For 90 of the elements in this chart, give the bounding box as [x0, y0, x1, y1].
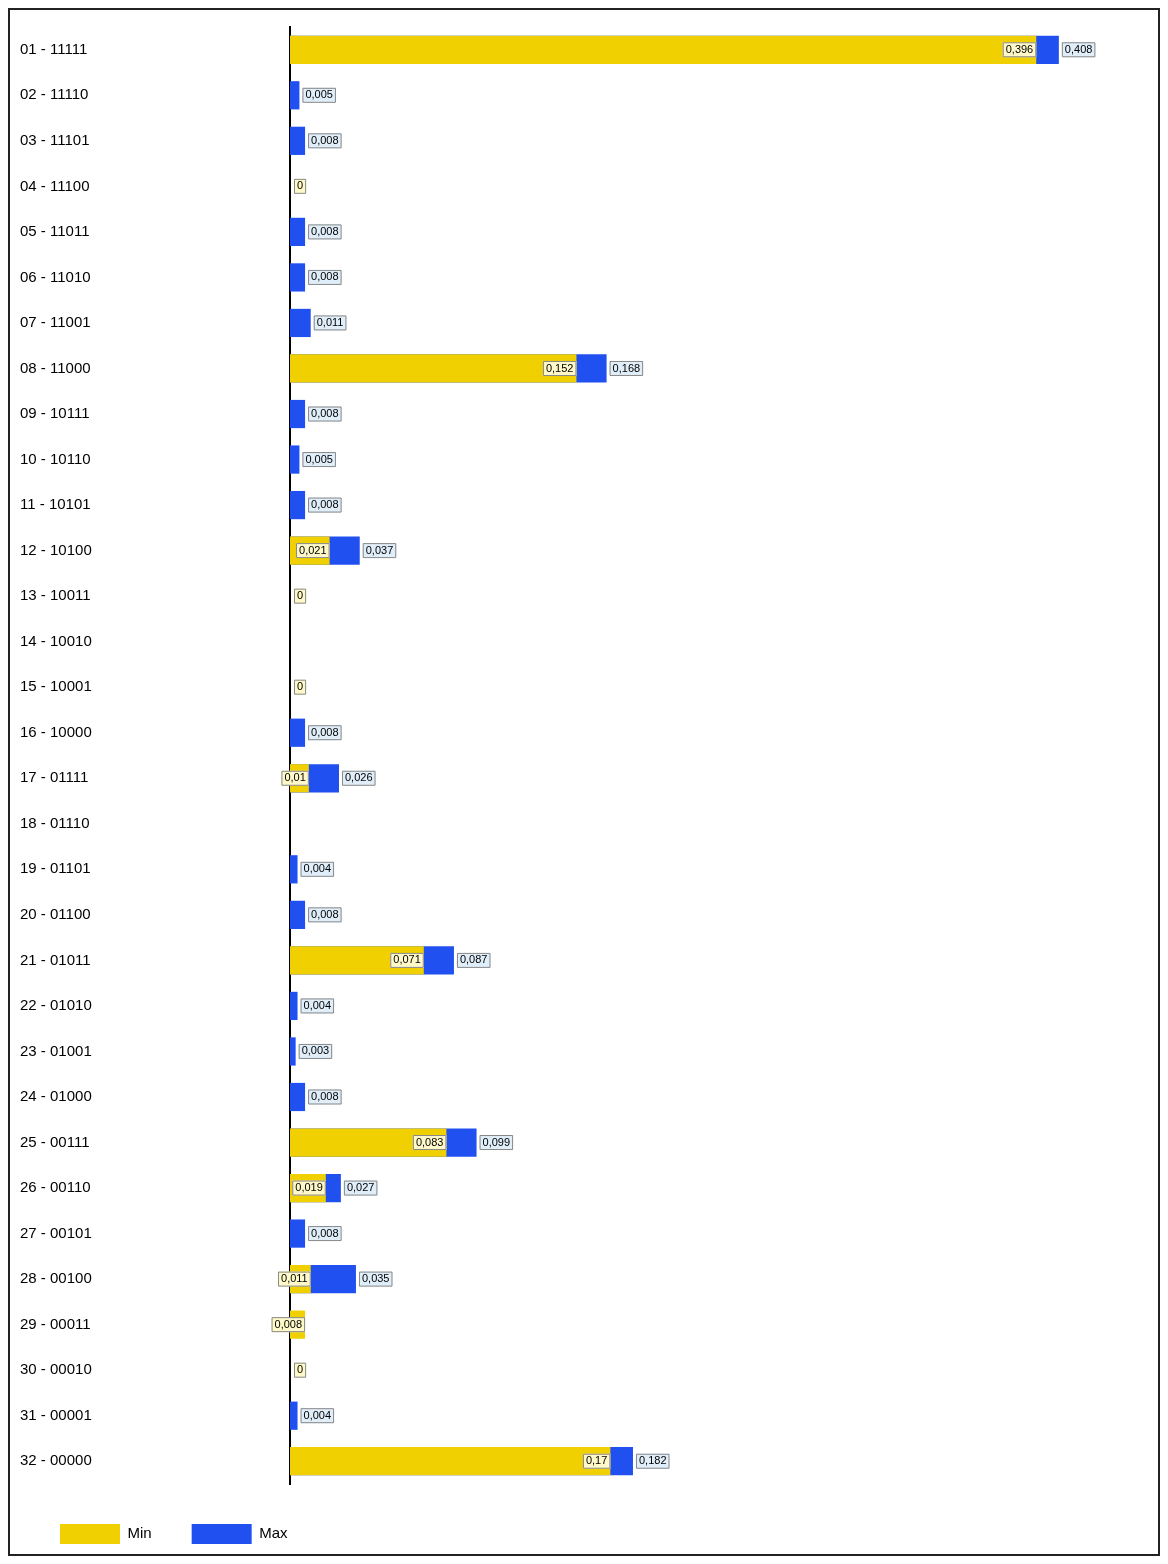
y-tick-label: 16 - 10000 — [20, 722, 92, 740]
y-tick-label: 03 - 11101 — [20, 130, 90, 148]
y-tick-label: 08 - 11000 — [20, 358, 91, 376]
bar — [290, 126, 306, 155]
y-tick-label: 23 - 01001 — [20, 1041, 92, 1059]
bar — [290, 855, 298, 884]
y-tick-label: 32 - 00000 — [20, 1451, 92, 1469]
data-label: 0,008 — [311, 270, 339, 283]
data-label: 0,008 — [311, 224, 339, 237]
data-label: 0,099 — [482, 1135, 511, 1148]
data-label: 0,087 — [459, 953, 488, 966]
bar — [290, 490, 306, 520]
y-tick-label: 25 - 00111 — [20, 1132, 90, 1150]
data-label: 0,004 — [303, 862, 332, 875]
y-tick-label: 05 - 11011 — [20, 222, 90, 240]
data-label: 0,396 — [1005, 42, 1034, 55]
data-label: 0,035 — [361, 1272, 390, 1285]
bar — [290, 1401, 298, 1430]
data-label: 0,011 — [281, 1272, 308, 1285]
bar — [290, 1037, 296, 1066]
data-label: 0,021 — [299, 543, 327, 556]
y-tick-label: 18 - 01110 — [20, 813, 90, 831]
y-tick-label: 22 - 01010 — [20, 996, 92, 1014]
data-label: 0,17 — [585, 1454, 608, 1467]
y-tick-label: 07 - 11001 — [20, 313, 91, 331]
data-label: 0,408 — [1064, 42, 1093, 55]
data-label: 0,008 — [311, 1090, 339, 1103]
y-tick-label: 27 - 00101 — [20, 1223, 92, 1241]
y-tick-label: 20 - 01100 — [20, 905, 91, 922]
bar — [290, 1082, 306, 1112]
data-label: 0,027 — [346, 1181, 375, 1194]
y-tick-label: 11 - 10101 — [20, 495, 91, 513]
y-tick-label: 14 - 10010 — [20, 631, 92, 649]
y-tick-label: 10 - 10110 — [20, 449, 91, 467]
data-label: 0 — [297, 1363, 304, 1376]
y-tick-label: 15 - 10001 — [20, 677, 92, 695]
data-label: 0,008 — [311, 907, 339, 920]
data-label: 0,019 — [295, 1181, 323, 1194]
data-label: 0,168 — [612, 361, 641, 374]
y-tick-label: 19 - 01101 — [20, 859, 91, 877]
y-tick-label: 29 - 00011 — [20, 1314, 91, 1332]
y-tick-label: 04 - 11100 — [20, 176, 90, 194]
data-label: 0,152 — [545, 361, 574, 374]
y-tick-label: 13 - 10011 — [20, 586, 91, 604]
bar — [290, 308, 311, 338]
y-tick-label: 06 - 11010 — [20, 267, 91, 285]
bar — [290, 399, 306, 429]
data-label: 0,01 — [284, 771, 306, 784]
data-label: 0,008 — [311, 725, 339, 738]
bar — [290, 217, 306, 247]
y-tick-label: 12 - 10100 — [20, 540, 92, 558]
y-tick-label: 26 - 00110 — [20, 1178, 91, 1196]
data-label: 0,037 — [365, 543, 394, 556]
data-label: 0,004 — [303, 998, 332, 1011]
data-label: 0,004 — [303, 1408, 332, 1421]
bar — [290, 445, 300, 474]
y-tick-label: 31 - 00001 — [20, 1405, 92, 1423]
bar — [290, 1219, 306, 1248]
data-label: 0 — [297, 179, 304, 192]
y-tick-label: 17 - 01111 — [20, 768, 89, 786]
bar — [290, 263, 306, 292]
legend-label: Min — [127, 1524, 152, 1542]
bar — [290, 718, 306, 747]
y-tick-label: 09 - 10111 — [20, 404, 90, 422]
bar — [290, 81, 300, 110]
data-label: 0 — [297, 589, 304, 602]
data-label: 0,008 — [274, 1317, 303, 1330]
data-label: 0,026 — [345, 771, 373, 784]
data-label: 0,005 — [305, 88, 333, 101]
y-tick-label: 24 - 01000 — [20, 1087, 92, 1105]
bar — [290, 991, 298, 1021]
y-tick-label: 21 - 01011 — [20, 950, 91, 968]
data-label: 0,083 — [415, 1135, 444, 1148]
y-tick-label: 28 - 00100 — [20, 1269, 92, 1287]
data-label: 0,008 — [311, 498, 339, 511]
data-label: 0,011 — [316, 315, 344, 328]
y-tick-label: 02 - 11110 — [20, 85, 89, 103]
legend-label: Max — [259, 1524, 289, 1542]
data-label: 0,005 — [305, 452, 333, 465]
data-label: 0,008 — [311, 133, 339, 146]
bar — [290, 900, 306, 929]
data-label: 0,008 — [311, 1226, 339, 1239]
data-label: 0,008 — [311, 407, 339, 420]
y-tick-label: 30 - 00010 — [20, 1360, 92, 1378]
data-label: 0,003 — [301, 1044, 330, 1057]
data-label: 0 — [297, 680, 304, 693]
data-label: 0,071 — [393, 953, 421, 966]
y-tick-label: 01 - 11111 — [20, 39, 88, 57]
bar — [290, 1128, 447, 1157]
data-label: 0,182 — [638, 1454, 667, 1467]
